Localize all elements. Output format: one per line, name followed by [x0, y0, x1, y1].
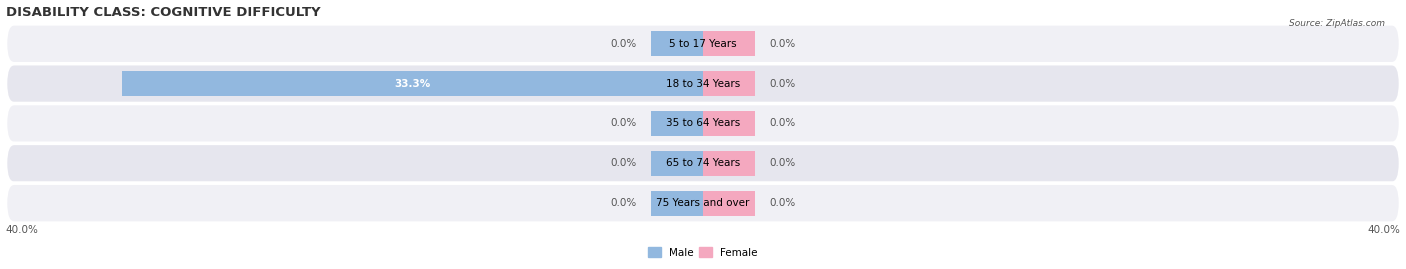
- FancyBboxPatch shape: [6, 183, 1400, 223]
- Text: 40.0%: 40.0%: [1368, 225, 1400, 235]
- Bar: [703, 111, 755, 136]
- Bar: [651, 111, 703, 136]
- Text: 0.0%: 0.0%: [769, 198, 796, 208]
- Bar: [651, 151, 703, 176]
- Text: 5 to 17 Years: 5 to 17 Years: [669, 39, 737, 49]
- Bar: [703, 31, 755, 56]
- Text: 65 to 74 Years: 65 to 74 Years: [666, 158, 740, 168]
- Text: 18 to 34 Years: 18 to 34 Years: [666, 79, 740, 89]
- FancyBboxPatch shape: [6, 104, 1400, 143]
- Bar: [651, 191, 703, 215]
- FancyBboxPatch shape: [6, 24, 1400, 64]
- Text: 0.0%: 0.0%: [769, 118, 796, 129]
- Legend: Male, Female: Male, Female: [644, 243, 762, 262]
- FancyBboxPatch shape: [6, 64, 1400, 104]
- Text: Source: ZipAtlas.com: Source: ZipAtlas.com: [1289, 19, 1385, 28]
- Bar: [703, 151, 755, 176]
- Text: 0.0%: 0.0%: [610, 198, 637, 208]
- Bar: [703, 191, 755, 215]
- FancyBboxPatch shape: [6, 143, 1400, 183]
- Text: 0.0%: 0.0%: [610, 118, 637, 129]
- Text: 0.0%: 0.0%: [769, 79, 796, 89]
- Text: 75 Years and over: 75 Years and over: [657, 198, 749, 208]
- Text: DISABILITY CLASS: COGNITIVE DIFFICULTY: DISABILITY CLASS: COGNITIVE DIFFICULTY: [6, 6, 321, 19]
- Bar: [122, 71, 703, 96]
- Text: 0.0%: 0.0%: [769, 39, 796, 49]
- Text: 0.0%: 0.0%: [610, 158, 637, 168]
- Text: 0.0%: 0.0%: [769, 158, 796, 168]
- Text: 35 to 64 Years: 35 to 64 Years: [666, 118, 740, 129]
- Text: 40.0%: 40.0%: [6, 225, 38, 235]
- Bar: [703, 71, 755, 96]
- Text: 0.0%: 0.0%: [610, 39, 637, 49]
- Text: 33.3%: 33.3%: [395, 79, 430, 89]
- Bar: [651, 31, 703, 56]
